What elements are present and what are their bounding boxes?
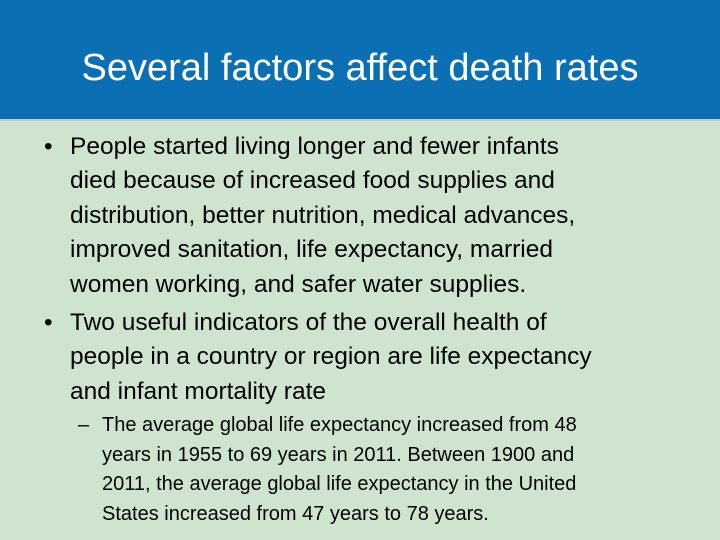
bullet-line: distribution, better nutrition, medical … <box>70 201 576 229</box>
bullet-marker: • <box>44 133 53 160</box>
slide-title: Several factors affect death rates <box>81 47 639 89</box>
sub-bullet-line: States increased from 47 years to 78 yea… <box>102 502 489 525</box>
sub-bullet-marker: – <box>78 414 90 436</box>
sub-bullet-line: 2011, the average global life expectancy… <box>102 473 577 496</box>
bullet-line: People started living longer and fewer i… <box>70 133 559 160</box>
bullet-line: women working, and safer water supplies. <box>70 270 527 298</box>
sub-bullet-line: years in 1955 to 69 years in 2011. Betwe… <box>102 443 575 466</box>
bullet-marker: • <box>44 309 53 336</box>
sub-bullet-line: The average global life expectancy incre… <box>102 414 577 436</box>
bullet-line: people in a country or region are life e… <box>70 343 592 371</box>
sub-bullet-text-life-expectancy: The average global life expectancy incre… <box>102 411 702 529</box>
bullet-line: improved sanitation, life expectancy, ma… <box>70 236 553 264</box>
title-bar: Several factors affect death rates <box>0 0 720 121</box>
bullet-line: and infant mortality rate <box>70 377 327 405</box>
bullet-line: Two useful indicators of the overall hea… <box>70 309 547 336</box>
bullet-line: died because of increased food supplies … <box>70 167 555 195</box>
bullet-text-health-indicators: Two useful indicators of the overall hea… <box>70 306 710 409</box>
bullet-text-living-longer: People started living longer and fewer i… <box>70 130 710 302</box>
